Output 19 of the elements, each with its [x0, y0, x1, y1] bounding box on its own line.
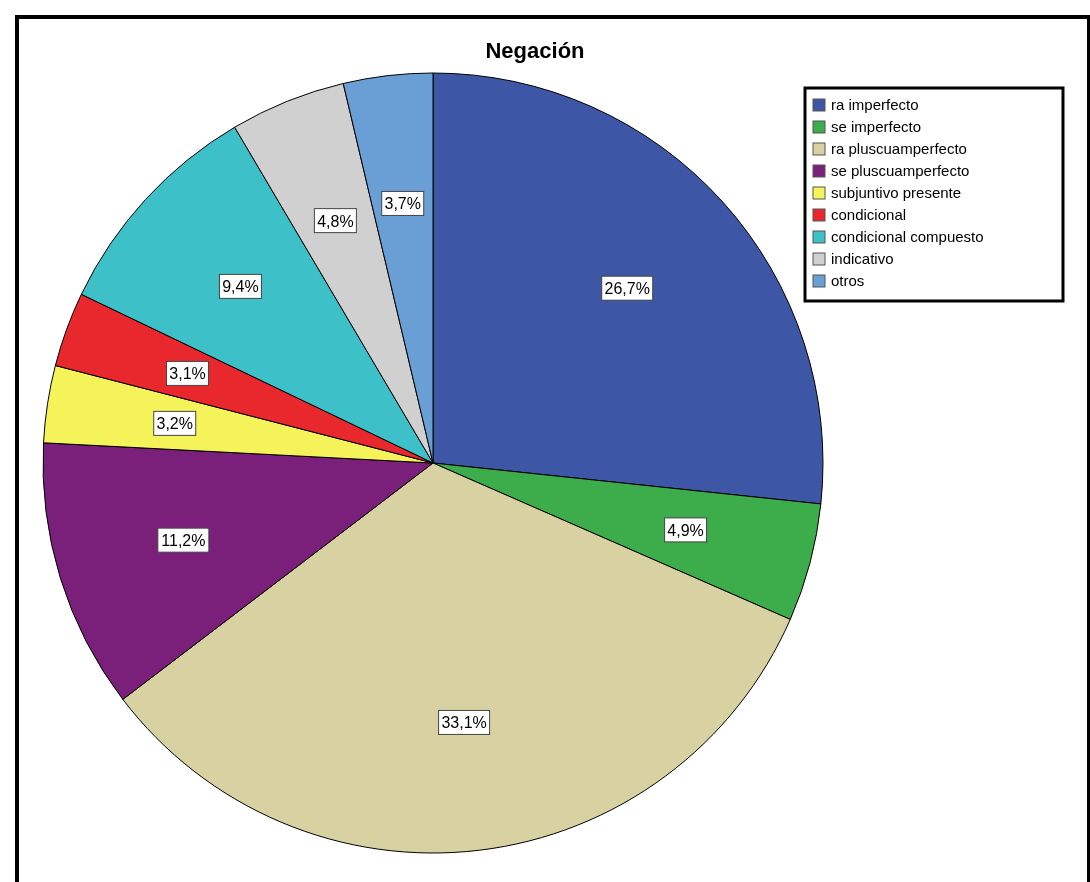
data-label: 9,4%: [222, 278, 259, 296]
legend-label: indicativo: [831, 250, 894, 267]
data-label: 3,2%: [156, 415, 193, 433]
legend-label: subjuntivo presente: [831, 184, 962, 201]
data-label: 3,7%: [384, 195, 421, 213]
data-label: 26,7%: [604, 280, 650, 298]
legend-label: ra pluscuamperfecto: [831, 140, 967, 157]
data-label: 4,8%: [317, 212, 354, 230]
legend-label: ra imperfecto: [831, 96, 919, 113]
data-label: 11,2%: [161, 532, 206, 550]
legend-label: condicional compuesto: [831, 228, 984, 245]
data-label: 33,1%: [441, 714, 487, 732]
data-label: 4,9%: [667, 521, 704, 539]
legend-label: otros: [831, 272, 865, 289]
data-label: 3,1%: [169, 365, 206, 383]
legend-label: condicional: [831, 206, 907, 223]
chart-title: Negación: [485, 38, 585, 63]
legend-label: se imperfecto: [831, 118, 922, 135]
legend-label: se pluscuamperfecto: [831, 162, 970, 179]
